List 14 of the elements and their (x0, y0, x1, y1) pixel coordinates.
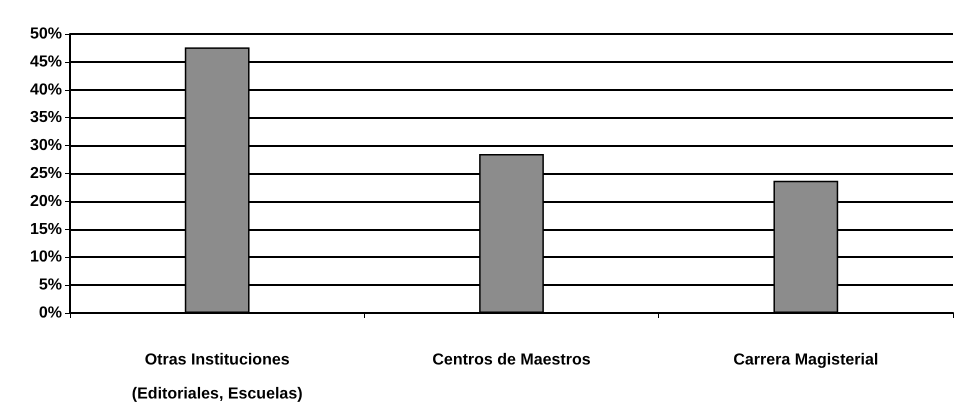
y-tick-label: 50% (30, 26, 62, 42)
y-tick-label: 40% (30, 81, 62, 98)
y-tick-label: 10% (30, 248, 62, 266)
x-tick-label: Carrera Magisterial (733, 352, 878, 368)
y-tick-label: 30% (30, 137, 62, 154)
y-tick-label: 45% (30, 53, 62, 70)
y-tick-label: 35% (30, 109, 62, 126)
y-tick-label: 5% (38, 276, 62, 294)
y-tick-label: 0% (38, 304, 62, 322)
y-tick-label: 20% (30, 192, 62, 210)
x-tick-label: Otras Instituciones (Editoriales, Escuelas) (132, 352, 303, 402)
x-tick-label: Centros de Maestros (432, 352, 591, 368)
y-tick-label: 25% (30, 165, 62, 182)
y-tick-label: 15% (30, 220, 62, 238)
